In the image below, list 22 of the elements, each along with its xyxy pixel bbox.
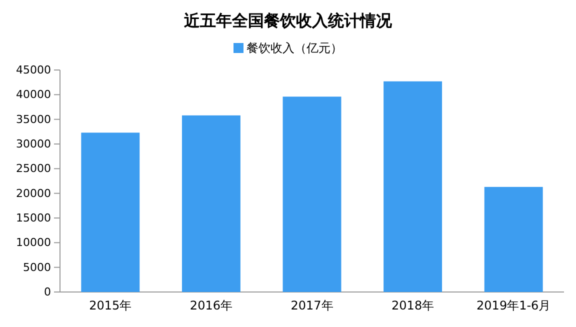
bar [282,96,342,292]
bar [484,186,543,292]
chart-title: 近五年全国餐饮收入统计情况 [183,11,393,30]
y-tick-label: 15000 [16,212,51,225]
y-tick-label: 5000 [23,260,51,274]
y-tick-label: 40000 [16,88,51,102]
bar [81,132,140,292]
legend-label: 餐饮收入（亿元） [246,41,342,55]
y-tick-label: 10000 [16,236,51,250]
bar [384,81,442,292]
x-tick-label: 2017年 [290,298,334,312]
y-tick-label: 0 [44,286,51,299]
y-tick-label: 25000 [16,162,51,176]
bar [182,115,240,292]
y-tick-label: 35000 [16,112,51,126]
y-tick-label: 20000 [16,186,51,200]
x-tick-label: 2016年 [190,298,232,312]
y-tick-label: 30000 [16,138,51,151]
y-tick-label: 45000 [16,64,51,77]
x-tick-label: 2019年1-6月 [476,298,551,312]
x-tick-label: 2018年 [392,298,434,312]
x-tick-label: 2015年 [89,298,132,312]
